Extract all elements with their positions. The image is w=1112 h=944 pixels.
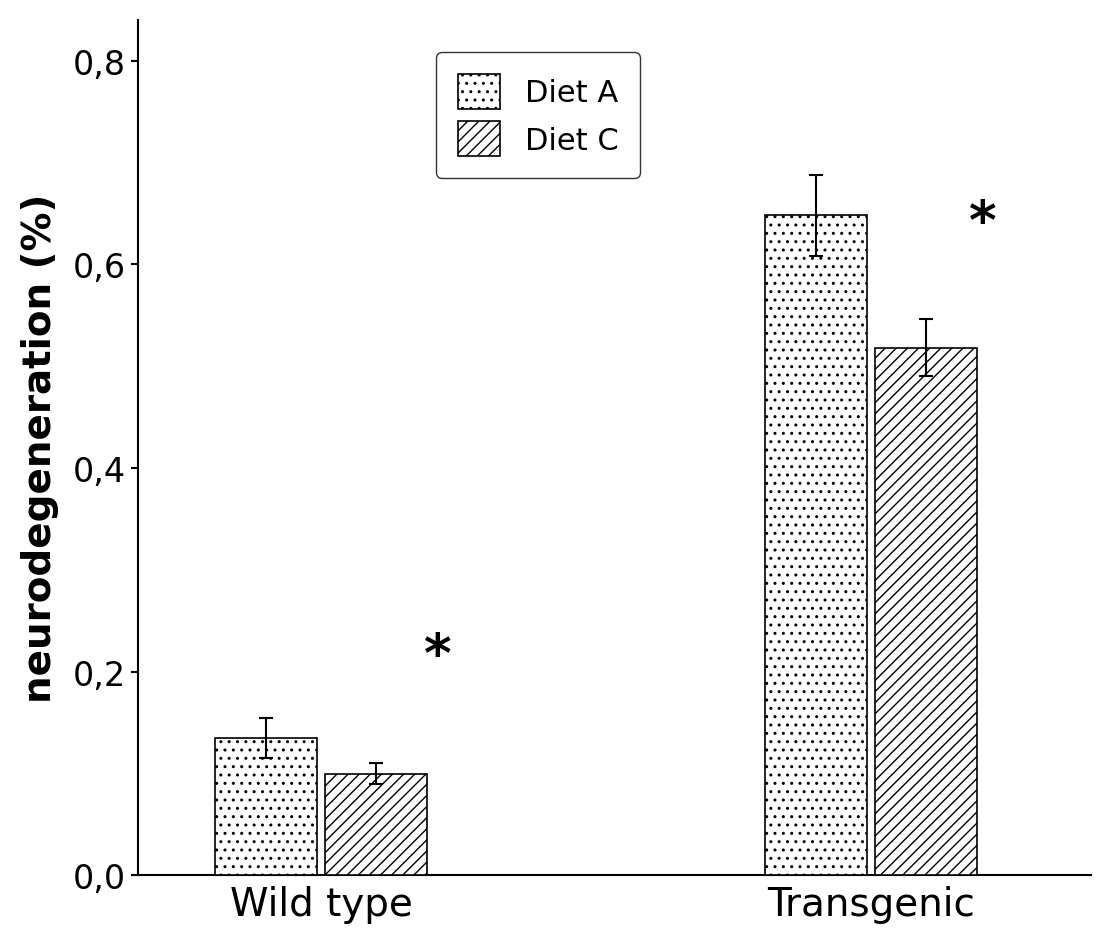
Bar bbox=[325, 774, 427, 875]
Bar bbox=[875, 348, 977, 875]
Text: *: * bbox=[424, 631, 451, 683]
Text: *: * bbox=[969, 198, 996, 250]
Legend: Diet A, Diet C: Diet A, Diet C bbox=[436, 53, 641, 178]
Y-axis label: neurodegeneration (%): neurodegeneration (%) bbox=[21, 194, 59, 702]
Bar bbox=[215, 738, 317, 875]
Bar bbox=[765, 216, 867, 875]
